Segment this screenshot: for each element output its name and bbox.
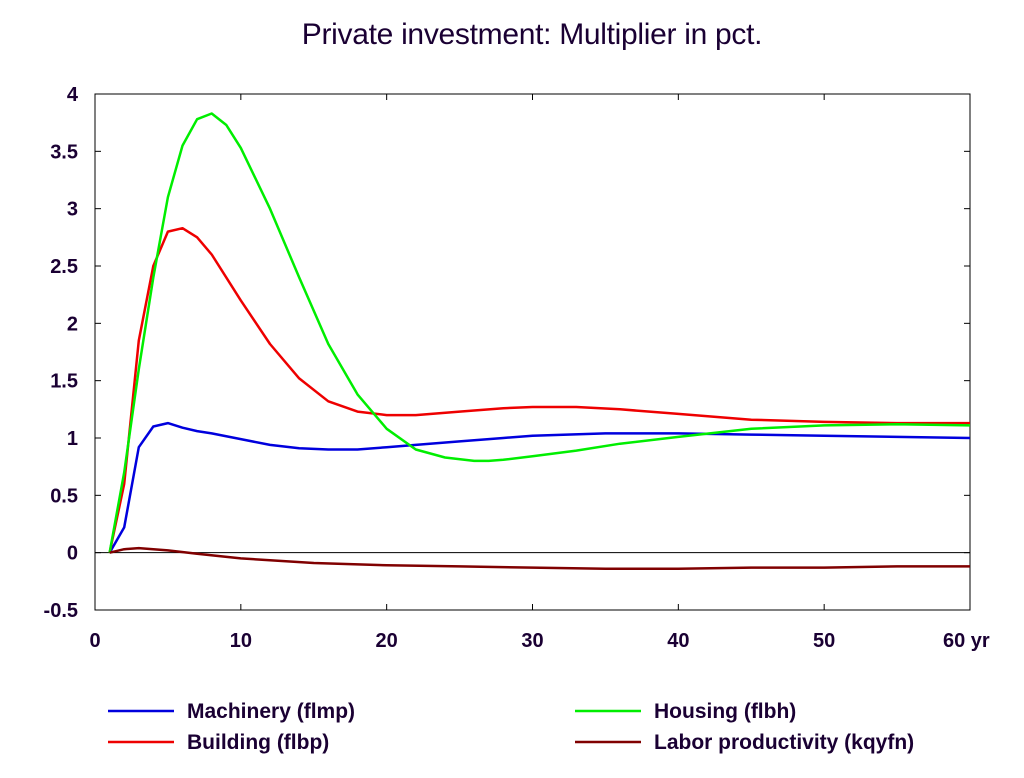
x-axis: 0 10 20 30 40 50 60 yr (89, 94, 990, 652)
series-line (108, 421, 971, 554)
y-tick-label: 3.5 (50, 141, 78, 163)
x-tick-label: 10 (230, 630, 252, 652)
legend: Machinery (flmp) Housing (flbh) Building (… (108, 700, 914, 754)
y-tick-label: 2 (67, 313, 78, 335)
legend-label: Housing (flbh) (654, 700, 796, 723)
y-tick-label: -0.5 (44, 600, 78, 622)
x-tick-label: 20 (376, 630, 398, 652)
x-tick-label: 30 (521, 630, 543, 652)
x-tick-label: 0 (89, 630, 100, 652)
y-tick-label: 2.5 (50, 256, 78, 278)
legend-label: Labor productivity (kqyfn) (654, 731, 914, 754)
series-line (108, 112, 971, 553)
y-tick-label: 1 (67, 428, 78, 450)
series-line (109, 546, 970, 570)
x-tick-label: 50 (813, 630, 835, 652)
series-lines (108, 112, 971, 570)
x-tick-label: 60 yr (943, 630, 990, 652)
plot-border (94, 93, 971, 611)
chart-title: Private investment: Multiplier in pct. (301, 18, 763, 51)
legend-label: Machinery (flmp) (187, 700, 355, 723)
y-tick-label: 4 (67, 84, 79, 106)
x-tick-label: 40 (667, 630, 689, 652)
legend-label: Building (flbp) (187, 731, 329, 754)
series-line (108, 226, 970, 553)
y-axis: -0.5 0 0.5 1 1.5 2 2.5 3 3.5 4 (44, 84, 970, 622)
plot-frame (94, 93, 971, 611)
y-tick-label: 1.5 (50, 371, 78, 393)
y-tick-label: 3 (67, 199, 78, 221)
y-tick-label: 0.5 (50, 485, 78, 507)
y-tick-label: 0 (67, 543, 78, 565)
